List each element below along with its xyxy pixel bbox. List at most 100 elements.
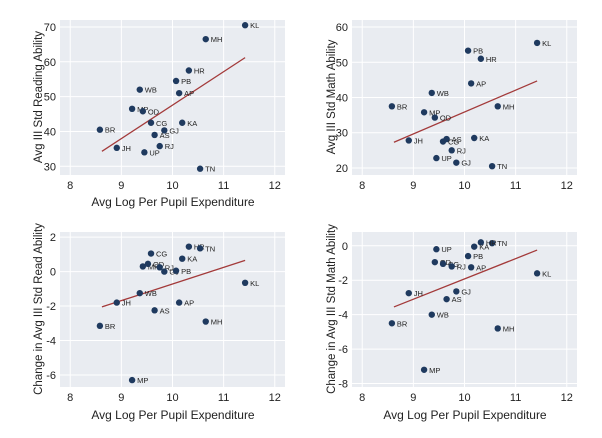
grid [352,20,577,175]
data-point [533,270,541,277]
data-point [405,137,412,144]
x-tick-label: 9 [410,392,416,404]
data-point [464,47,472,54]
point-label: JH [122,299,131,308]
data-point [431,258,439,266]
data-point [161,127,168,134]
y-tick-label: 50 [44,92,56,104]
point-label: HR [194,67,205,76]
x-tick-label: 9 [118,392,124,404]
x-tick-label: 10 [458,180,470,192]
data-point [136,289,143,297]
data-point [141,149,148,156]
data-point [405,289,412,297]
data-point [147,250,155,257]
data-point [136,86,143,93]
fit-line [101,57,246,152]
y-tick-label: 20 [336,163,348,175]
data-point [179,119,186,126]
x-tick-label: 12 [561,180,573,192]
data-point [156,142,163,150]
x-tick-label: 10 [166,180,178,192]
x-tick-label: 9 [118,180,124,192]
x-tick-label: 9 [410,180,416,192]
point-label: KL [542,39,551,48]
data-point [443,295,450,303]
tick-labels: 8 9 10 11 12 -6 -4 -2 0 2 [46,232,281,404]
point-label: AP [476,79,486,88]
point-label: MP [429,366,440,375]
data-point [533,39,541,47]
point-label: AP [476,263,486,272]
data-point [467,80,475,87]
point-label: AS [160,306,170,315]
point-label: AS [452,135,462,144]
data-point [196,165,204,172]
point-label: KL [542,269,551,278]
point-label: OD [440,114,452,123]
y-tick-label: 50 [336,57,348,69]
data-point [185,243,193,250]
point-label: CG [156,250,167,259]
point-label: TN [497,162,507,171]
data-point [453,159,460,166]
point-label: AP [184,299,194,308]
tick-labels: 8 9 10 11 12 -8 -6 -4 -2 0 [338,241,573,404]
point-label: PB [181,77,191,86]
fit-line [393,249,538,308]
x-tick-label: 8 [359,180,365,192]
data-point [420,366,428,373]
tick-labels: 8 9 10 11 12 20 30 40 50 60 [336,22,573,192]
data-point [488,239,496,247]
y-tick-label: -4 [46,336,56,348]
fit-line [101,259,246,308]
data-point [113,144,120,152]
point-label: MH [503,102,515,111]
data-point [113,299,120,306]
point-label: MP [137,376,148,385]
tick-labels: 8 9 10 11 12 30 40 50 60 70 [44,22,281,192]
data-point [172,77,180,85]
point-label: KA [479,134,489,143]
data-point [448,147,455,154]
y-tick-label: 40 [336,93,348,105]
data-point [96,126,104,133]
points: TNHRKAUPPBODCGRJAPKLGJJHASWBBRMHMP [388,238,551,375]
point-label: RJ [457,262,466,271]
data-point [96,322,104,330]
point-label: GJ [461,159,471,168]
y-tick-label: 60 [44,57,56,69]
point-label: WB [437,89,449,98]
grid [60,232,285,387]
data-point [139,108,147,115]
y-tick-label: -8 [338,379,348,391]
x-tick-label: 11 [218,392,229,404]
point-label: KA [479,243,489,252]
point-label: WB [145,289,157,298]
data-point [151,307,158,314]
points: HRTNCGKAMPODRJGJPBKLWBAPJHASMHBRMP [96,243,259,385]
point-label: JH [414,289,423,298]
data-point [241,22,249,29]
data-point [471,243,478,250]
point-label: PB [181,267,191,276]
data-point [196,245,204,252]
data-point [477,239,485,246]
point-label: MH [211,318,223,327]
data-point [433,154,440,162]
point-label: UP [149,148,159,157]
x-tick-label: 8 [67,392,73,404]
data-point [477,55,485,62]
point-label: BR [105,322,116,331]
point-label: MP [148,262,159,271]
point-label: RJ [457,146,466,155]
point-label: WB [437,311,449,320]
fit-line [393,80,538,143]
y-tick-label: 60 [336,22,348,34]
point-label: UP [441,245,451,254]
y-tick-label: 2 [50,232,56,244]
x-tick-label: 12 [269,180,281,192]
point-label: KL [250,21,259,30]
y-tick-label: 40 [44,126,56,138]
